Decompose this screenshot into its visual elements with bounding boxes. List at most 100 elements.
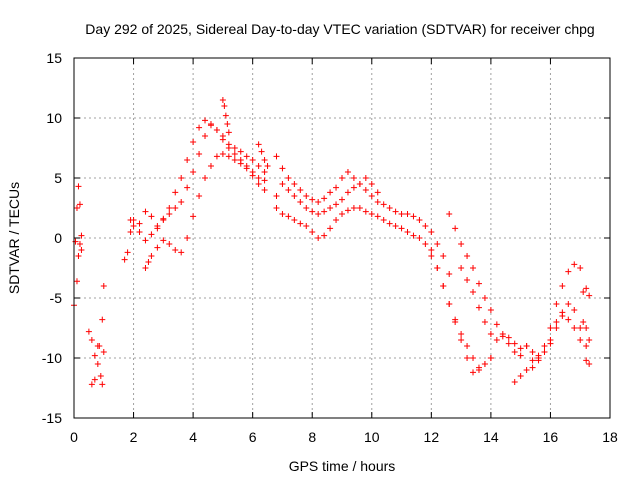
data-point xyxy=(410,232,417,239)
data-point xyxy=(327,189,334,196)
series-track xyxy=(71,183,85,309)
data-points xyxy=(71,97,593,388)
data-point xyxy=(541,343,548,349)
x-tick-label: 16 xyxy=(543,429,559,445)
data-point xyxy=(190,139,197,145)
data-point xyxy=(440,283,447,289)
data-point xyxy=(547,337,554,343)
series-track xyxy=(127,122,268,229)
data-point xyxy=(190,213,197,220)
data-point xyxy=(261,157,268,163)
data-point xyxy=(303,205,310,211)
data-point xyxy=(446,271,453,277)
x-tick-label: 12 xyxy=(424,429,440,445)
data-point xyxy=(380,217,387,223)
data-point xyxy=(565,316,572,323)
data-point xyxy=(297,220,304,227)
data-point xyxy=(481,319,488,325)
data-point xyxy=(333,201,340,208)
data-point xyxy=(517,373,524,379)
data-point xyxy=(148,213,155,220)
data-point xyxy=(207,122,214,129)
data-point xyxy=(374,213,381,220)
data-point xyxy=(458,265,465,271)
x-tick-label: 10 xyxy=(364,429,380,445)
data-point xyxy=(511,349,518,355)
data-point xyxy=(273,205,280,211)
data-point xyxy=(285,175,292,181)
data-point xyxy=(565,301,572,307)
series-track xyxy=(273,175,381,217)
data-point xyxy=(154,223,161,229)
series-track xyxy=(219,97,232,136)
y-tick-label: -5 xyxy=(50,290,63,306)
data-point xyxy=(458,331,465,337)
data-point xyxy=(273,153,280,160)
data-point xyxy=(202,175,209,181)
data-point xyxy=(464,343,471,349)
data-point xyxy=(291,193,298,199)
data-point xyxy=(72,238,79,245)
data-point xyxy=(178,175,185,181)
data-point xyxy=(416,235,423,241)
data-point xyxy=(88,381,95,388)
data-point xyxy=(202,117,209,124)
data-point xyxy=(386,220,393,227)
data-point xyxy=(580,319,587,325)
data-point xyxy=(261,169,268,175)
data-point xyxy=(398,211,405,217)
data-point xyxy=(434,241,441,247)
data-point xyxy=(565,268,572,275)
series-track xyxy=(428,247,494,371)
data-point xyxy=(464,277,471,283)
data-point xyxy=(374,189,381,196)
data-point xyxy=(499,333,506,340)
data-point xyxy=(273,193,280,199)
x-tick-label: 6 xyxy=(249,429,257,445)
data-point xyxy=(475,280,482,287)
data-point xyxy=(446,301,453,307)
x-tick-label: 4 xyxy=(189,429,197,445)
data-point xyxy=(511,379,518,385)
data-point xyxy=(475,364,482,371)
grid-lines xyxy=(74,58,610,418)
data-point xyxy=(422,223,429,229)
data-point xyxy=(586,292,593,299)
data-point xyxy=(452,316,459,323)
series-track xyxy=(88,283,107,388)
data-point xyxy=(541,349,548,355)
data-point xyxy=(219,136,226,143)
data-point xyxy=(172,205,179,211)
data-point xyxy=(255,163,262,169)
data-point xyxy=(386,205,393,211)
y-tick-label: -10 xyxy=(42,350,62,366)
data-point xyxy=(243,165,250,172)
data-point xyxy=(577,265,584,271)
data-point xyxy=(202,133,209,139)
data-point xyxy=(224,121,231,127)
data-point xyxy=(100,283,107,289)
y-tick-label: -15 xyxy=(42,410,62,426)
data-point xyxy=(309,208,316,215)
data-point xyxy=(321,208,328,215)
data-point xyxy=(127,217,134,223)
data-point xyxy=(321,232,328,239)
data-point xyxy=(142,208,149,215)
data-point xyxy=(75,183,82,190)
x-tick-label: 8 xyxy=(308,429,316,445)
data-point xyxy=(356,205,363,211)
data-point xyxy=(410,213,417,220)
data-point xyxy=(368,193,375,199)
chart-title: Day 292 of 2025, Sidereal Day-to-day VTE… xyxy=(85,21,594,37)
data-point xyxy=(190,169,197,175)
data-point xyxy=(160,217,167,223)
data-point xyxy=(535,355,542,361)
data-point xyxy=(285,213,292,220)
data-point xyxy=(428,229,435,235)
data-point xyxy=(231,145,238,151)
data-point xyxy=(130,223,137,229)
axis-ticks: 0 2 4 6 8 10 12 14 16 18 -15 -10 -5 0 5 10 15 xyxy=(42,50,618,445)
data-point xyxy=(580,289,587,295)
data-point xyxy=(404,211,411,217)
data-point xyxy=(529,364,536,371)
